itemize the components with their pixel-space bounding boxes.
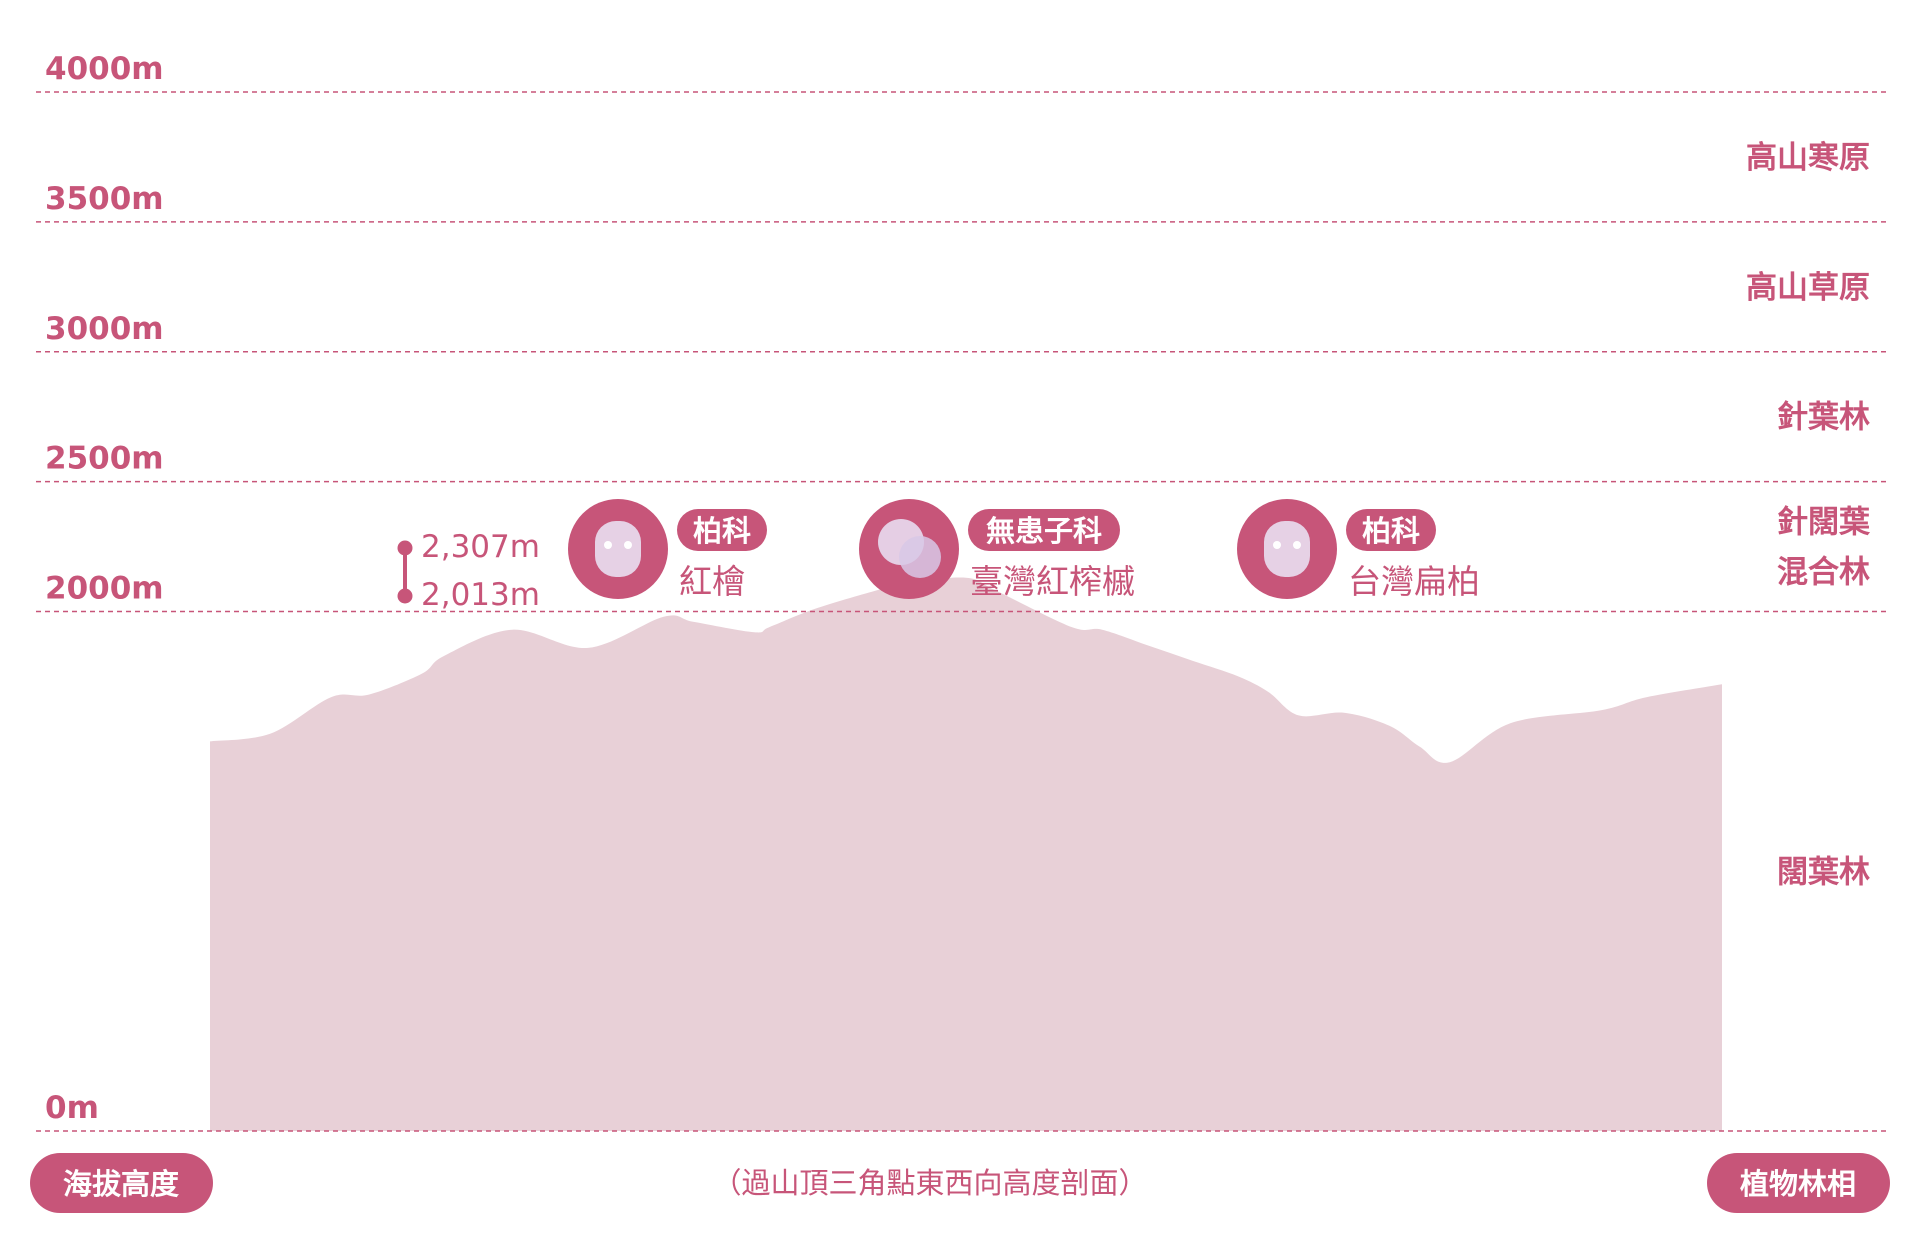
zone-label-1: 高山草原	[1746, 270, 1870, 306]
cypress-cone-icon	[595, 521, 641, 577]
species-family-pill-2	[1346, 509, 1436, 551]
y-tick-label-3000: 3000m	[45, 311, 164, 347]
y-tick-label-4000: 4000m	[45, 51, 164, 87]
zone-axis-title: 植物林相	[1740, 1167, 1856, 1201]
range-max-dot	[397, 540, 413, 556]
elevation-min-label: 2,013m	[421, 577, 540, 613]
cone-scale-left	[1273, 541, 1281, 549]
y-tick-label-0: 0m	[45, 1090, 99, 1126]
y-tick-label-2500: 2500m	[45, 441, 164, 477]
species-name-1: 臺灣紅榨槭	[970, 562, 1135, 601]
elevation-range-marker: 2,307m 2,013m	[397, 529, 540, 613]
cone-scale-right	[1293, 541, 1301, 549]
y-tick-label-3500: 3500m	[45, 181, 164, 217]
species-family-2: 柏科	[1362, 514, 1420, 548]
zone-label-4: 闊葉林	[1777, 854, 1870, 890]
species-family-pill-1	[968, 509, 1120, 551]
bottom-labels: 海拔高度 植物林相 （過山頂三角點東西向高度剖面）	[30, 1153, 1890, 1213]
y-axis-title-pill	[30, 1153, 213, 1213]
cypress-cone-icon	[1264, 521, 1310, 577]
species-family-pill-0	[677, 509, 767, 551]
zone-label-3-line-1: 混合林	[1777, 555, 1870, 591]
zone-axis-title-pill	[1707, 1153, 1890, 1213]
species-family-0: 柏科	[693, 514, 751, 548]
profile-area-group	[210, 577, 1722, 1131]
y-tick-labels: 0m 2000m 2500m 3000m 3500m 4000m	[45, 51, 164, 1126]
maple-seed-overlap	[899, 536, 941, 578]
species-name-0: 紅檜	[679, 562, 745, 601]
gridlines-group	[36, 91, 1890, 1132]
elevation-max-label: 2,307m	[421, 529, 540, 565]
cone-scale-left	[604, 541, 612, 549]
cone-scale-right	[624, 541, 632, 549]
species-name-2: 台灣扁柏	[1348, 562, 1480, 601]
elevation-profile-area	[210, 577, 1722, 1131]
chart-caption: （過山頂三角點東西向高度剖面）	[712, 1166, 1147, 1200]
zone-label-2: 針葉林	[1777, 400, 1870, 436]
range-min-dot	[397, 588, 413, 604]
y-tick-label-2000: 2000m	[45, 571, 164, 607]
y-axis-title: 海拔高度	[63, 1167, 179, 1201]
zone-label-0: 高山寒原	[1746, 140, 1870, 176]
zone-label-3-line-0: 針闊葉	[1777, 505, 1871, 541]
species-family-1: 無患子科	[986, 514, 1102, 548]
